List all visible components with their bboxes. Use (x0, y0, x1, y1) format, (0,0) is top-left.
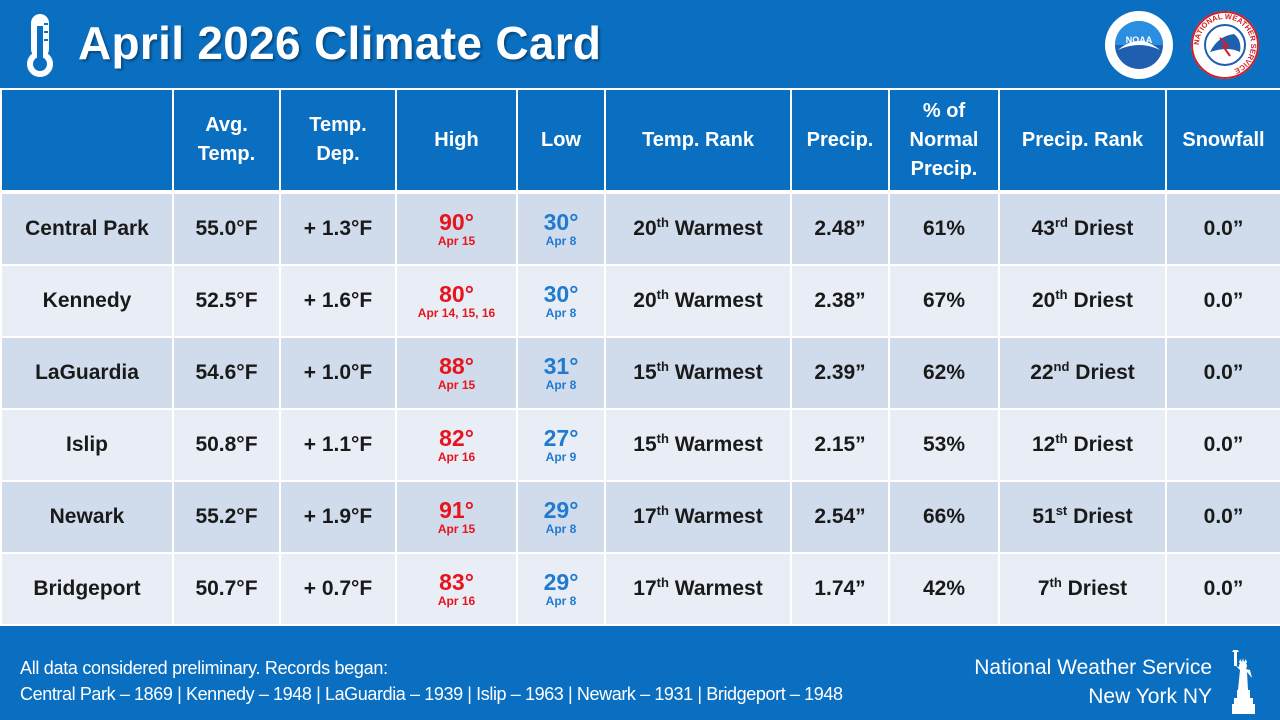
low-temp: 27° Apr 9 (516, 408, 606, 482)
header-precip: Precip. (790, 88, 890, 193)
table-row: Bridgeport 50.7°F + 0.7°F 83° Apr 16 29° A… (0, 552, 1280, 626)
high-temp: 80° Apr 14, 15, 16 (395, 264, 518, 338)
avg-temp: 55.2°F (172, 480, 281, 554)
pct-normal-precip: 61% (888, 191, 1000, 266)
header-temp-rank: Temp. Rank (604, 88, 792, 193)
table-row: Central Park 55.0°F + 1.3°F 90° Apr 15 30… (0, 191, 1280, 266)
temp-rank: 17th Warmest (604, 480, 792, 554)
table-row: Newark 55.2°F + 1.9°F 91° Apr 15 29° Apr 8… (0, 480, 1280, 554)
temp-rank: 17th Warmest (604, 552, 792, 626)
station-name: Bridgeport (0, 552, 174, 626)
table-row: Kennedy 52.5°F + 1.6°F 80° Apr 14, 15, 16… (0, 264, 1280, 338)
header-pct-normal: % of Normal Precip. (888, 88, 1000, 193)
avg-temp: 52.5°F (172, 264, 281, 338)
table-row: LaGuardia 54.6°F + 1.0°F 88° Apr 15 31° Ap… (0, 336, 1280, 410)
station-name: Central Park (0, 191, 174, 266)
temp-departure: + 0.7°F (279, 552, 397, 626)
records-began-note: Central Park – 1869 | Kennedy – 1948 | L… (20, 684, 843, 704)
low-temp: 31° Apr 8 (516, 336, 606, 410)
temp-departure: + 1.9°F (279, 480, 397, 554)
noaa-logo-text: NOAA (1126, 35, 1153, 45)
snowfall: 0.0” (1165, 264, 1280, 338)
station-name: Kennedy (0, 264, 174, 338)
pct-normal-precip: 53% (888, 408, 1000, 482)
temp-departure: + 1.3°F (279, 191, 397, 266)
station-name: Newark (0, 480, 174, 554)
precip-rank: 51st Driest (998, 480, 1167, 554)
header-avg-temp: Avg. Temp. (172, 88, 281, 193)
precip: 2.54” (790, 480, 890, 554)
snowfall: 0.0” (1165, 480, 1280, 554)
precip-rank: 22nd Driest (998, 336, 1167, 410)
snowfall: 0.0” (1165, 552, 1280, 626)
header-low: Low (516, 88, 606, 193)
noaa-logo: NOAA (1105, 11, 1173, 79)
page-title: April 2026 Climate Card (78, 17, 602, 69)
snowfall: 0.0” (1165, 191, 1280, 266)
temp-departure: + 1.6°F (279, 264, 397, 338)
high-temp: 82° Apr 16 (395, 408, 518, 482)
statue-of-liberty-icon (1232, 650, 1255, 714)
precip-rank: 20th Driest (998, 264, 1167, 338)
office-name: National Weather Service (974, 656, 1212, 679)
station-name: LaGuardia (0, 336, 174, 410)
temp-rank: 20th Warmest (604, 191, 792, 266)
precip: 2.48” (790, 191, 890, 266)
high-temp: 83° Apr 16 (395, 552, 518, 626)
precip-rank: 12th Driest (998, 408, 1167, 482)
pct-normal-precip: 42% (888, 552, 1000, 626)
pct-normal-precip: 62% (888, 336, 1000, 410)
temp-rank: 20th Warmest (604, 264, 792, 338)
footer-bar: All data considered preliminary. Records… (0, 642, 1280, 720)
table-header-row: Avg. Temp. Temp. Dep. High Low Temp. Rank … (0, 88, 1280, 193)
table-row: Islip 50.8°F + 1.1°F 82° Apr 16 27° Apr 9 … (0, 408, 1280, 482)
high-temp: 88° Apr 15 (395, 336, 518, 410)
avg-temp: 50.8°F (172, 408, 281, 482)
temp-departure: + 1.0°F (279, 336, 397, 410)
precip-rank: 43rd Driest (998, 191, 1167, 266)
low-temp: 29° Apr 8 (516, 552, 606, 626)
header-snowfall: Snowfall (1165, 88, 1280, 193)
high-temp: 91° Apr 15 (395, 480, 518, 554)
precip-rank: 7th Driest (998, 552, 1167, 626)
precip: 1.74” (790, 552, 890, 626)
station-name: Islip (0, 408, 174, 482)
low-temp: 30° Apr 8 (516, 264, 606, 338)
snowfall: 0.0” (1165, 408, 1280, 482)
low-temp: 30° Apr 8 (516, 191, 606, 266)
pct-normal-precip: 67% (888, 264, 1000, 338)
temp-rank: 15th Warmest (604, 336, 792, 410)
temp-departure: + 1.1°F (279, 408, 397, 482)
header-temp-dep: Temp. Dep. (279, 88, 397, 193)
header-high: High (395, 88, 518, 193)
climate-table: Avg. Temp. Temp. Dep. High Low Temp. Rank … (0, 88, 1280, 626)
precip: 2.39” (790, 336, 890, 410)
avg-temp: 54.6°F (172, 336, 281, 410)
header-station (0, 88, 174, 193)
office-location: New York NY (1088, 685, 1212, 708)
high-temp: 90° Apr 15 (395, 191, 518, 266)
nws-logo: NATIONAL WEATHER SERVICE (1191, 11, 1259, 79)
avg-temp: 55.0°F (172, 191, 281, 266)
header-precip-rank: Precip. Rank (998, 88, 1167, 193)
header-bar: April 2026 Climate Card NOAA NATIONAL WE… (0, 0, 1280, 88)
precip: 2.38” (790, 264, 890, 338)
thermometer-icon (27, 14, 53, 77)
preliminary-note: All data considered preliminary. Records… (20, 658, 388, 678)
precip: 2.15” (790, 408, 890, 482)
low-temp: 29° Apr 8 (516, 480, 606, 554)
avg-temp: 50.7°F (172, 552, 281, 626)
snowfall: 0.0” (1165, 336, 1280, 410)
pct-normal-precip: 66% (888, 480, 1000, 554)
temp-rank: 15th Warmest (604, 408, 792, 482)
